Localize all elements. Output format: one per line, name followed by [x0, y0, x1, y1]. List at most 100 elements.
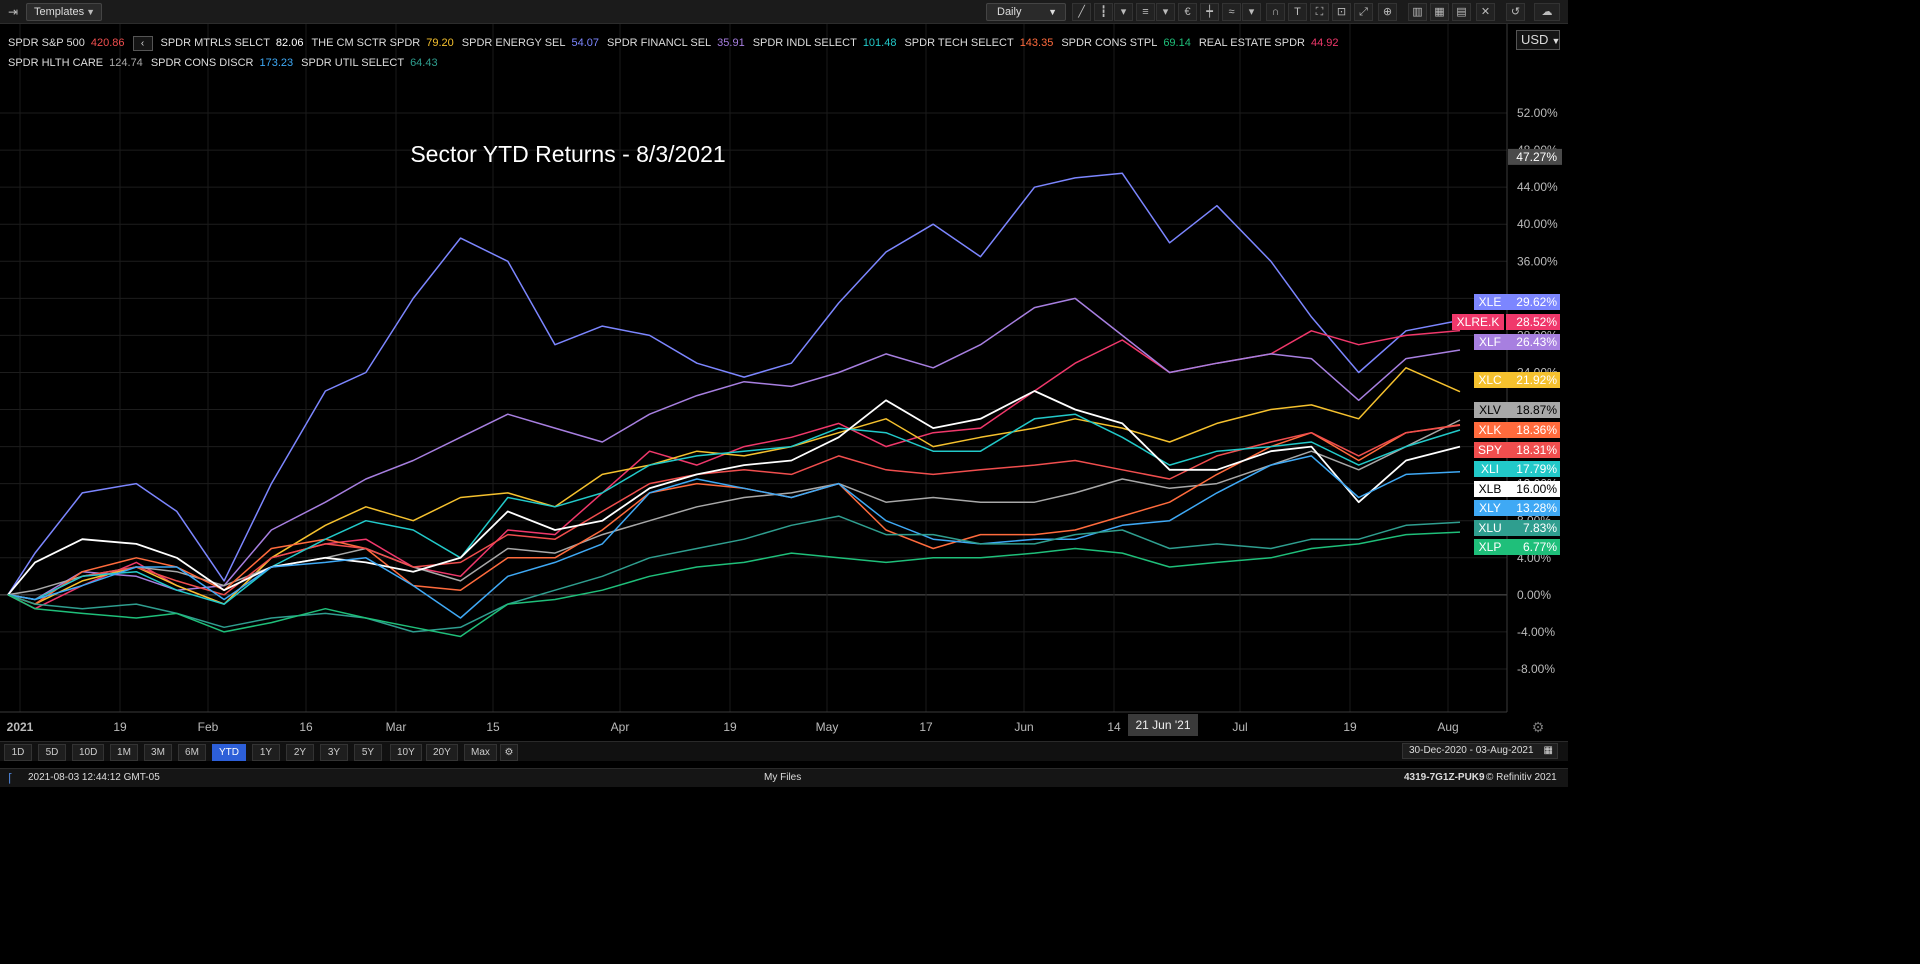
legend-item[interactable]: REAL ESTATE SPDR 44.92: [1199, 33, 1339, 53]
series-value-label: XLC 21.92%: [1474, 372, 1560, 388]
top-toolbar: ⇥ Templates ▼ Daily ▼ ╱ ┇ ▾ ≡ ▾ € ┿ ≈ ▾ …: [0, 0, 1568, 24]
x-tick-label: 19: [723, 720, 737, 734]
legend-item[interactable]: SPDR S&P 500 420.86: [8, 33, 125, 53]
series-percent: 18.36%: [1506, 422, 1560, 438]
export-icon[interactable]: ▤: [1452, 3, 1471, 21]
series-percent: 26.43%: [1506, 334, 1560, 350]
series-ticker: XLE: [1474, 294, 1506, 310]
chart-icon[interactable]: ▥: [1408, 3, 1427, 21]
legend-value: 101.48: [862, 37, 897, 49]
range-button-5y[interactable]: 5Y: [354, 744, 382, 761]
legend-item[interactable]: SPDR ENERGY SEL 54.07: [462, 33, 599, 53]
series-value-label: SPY 18.31%: [1474, 442, 1560, 458]
range-button-6m[interactable]: 6M: [178, 744, 206, 761]
series-line-xli[interactable]: [7, 413, 1461, 605]
x-tick-label: 14: [1107, 720, 1121, 734]
y-tick-label: 40.00%: [1517, 217, 1558, 231]
cloud-icon[interactable]: ☁: [1534, 3, 1560, 21]
crosshair-icon[interactable]: ┿: [1200, 3, 1219, 21]
series-percent: 18.31%: [1506, 442, 1560, 458]
chevron-down-icon: ▼: [86, 7, 95, 17]
series-value-label: XLV 18.87%: [1474, 402, 1560, 418]
legend-name: SPDR CONS STPL: [1061, 37, 1158, 49]
series-percent: 21.92%: [1506, 372, 1560, 388]
series-line-xlp[interactable]: [7, 531, 1461, 638]
y-tick-label: -4.00%: [1517, 625, 1555, 639]
line-chart-icon[interactable]: ╱: [1072, 3, 1091, 21]
legend-item[interactable]: SPDR HLTH CARE 124.74: [8, 53, 143, 73]
series-line-xlk[interactable]: [7, 423, 1461, 605]
current-value-label: 47.27%: [1516, 150, 1557, 164]
range-button-5d[interactable]: 5D: [38, 744, 66, 761]
series-line-xlf[interactable]: [7, 297, 1461, 601]
series-percent: 6.77%: [1506, 539, 1560, 555]
series-ticker: XLK: [1474, 422, 1506, 438]
chevron-down-icon[interactable]: ▾: [1156, 3, 1175, 21]
range-button-3m[interactable]: 3M: [144, 744, 172, 761]
range-button-20y[interactable]: 20Y: [426, 744, 458, 761]
range-settings-icon[interactable]: ⚙: [500, 744, 518, 761]
legend-item[interactable]: SPDR UTIL SELECT 64.43: [301, 53, 437, 73]
fit-icon[interactable]: ⛶: [1310, 3, 1329, 21]
ohlc-chart-icon[interactable]: ┇: [1094, 3, 1113, 21]
series-line-xlb[interactable]: [7, 390, 1461, 596]
date-range-picker[interactable]: 30-Dec-2020 - 03-Aug-2021 ▦: [1402, 743, 1558, 759]
legend-value: 69.14: [1163, 37, 1191, 49]
table-icon[interactable]: ▦: [1430, 3, 1449, 21]
my-files-link[interactable]: My Files: [764, 772, 802, 783]
series-ticker: XLU: [1474, 520, 1506, 536]
range-button-2y[interactable]: 2Y: [286, 744, 314, 761]
range-button-10y[interactable]: 10Y: [390, 744, 422, 761]
studies-icon[interactable]: ≡: [1136, 3, 1155, 21]
chart-canvas[interactable]: 52.00%48.00%44.00%40.00%36.00%32.00%28.0…: [0, 0, 1568, 741]
legend-collapse-button[interactable]: ‹: [132, 35, 153, 51]
legend-item[interactable]: SPDR FINANCL SEL 35.91: [607, 33, 745, 53]
legend-item[interactable]: SPDR CONS DISCR 173.23: [151, 53, 293, 73]
series-line-xlu[interactable]: [7, 515, 1461, 633]
legend-name: SPDR TECH SELECT: [904, 37, 1014, 49]
magnet-icon[interactable]: ∩: [1266, 3, 1285, 21]
legend-item[interactable]: SPDR INDL SELECT 101.48: [753, 33, 897, 53]
undo-icon[interactable]: ↺: [1506, 3, 1525, 21]
panel-toggle-icon[interactable]: ⇥: [7, 5, 19, 19]
range-button-10d[interactable]: 10D: [72, 744, 105, 761]
legend-item[interactable]: THE CM SCTR SPDR 79.20: [311, 33, 453, 53]
x-tick-label: Jul: [1232, 720, 1247, 734]
legend-item[interactable]: SPDR CONS STPL 69.14: [1061, 33, 1191, 53]
layout-icon[interactable]: ⊡: [1332, 3, 1351, 21]
legend-name: REAL ESTATE SPDR: [1198, 37, 1305, 49]
range-button-ytd[interactable]: YTD: [212, 744, 246, 761]
legend-item[interactable]: SPDR MTRLS SELCT 82.06: [161, 33, 304, 53]
series-percent: 17.79%: [1506, 461, 1560, 477]
legend-value: 79.20: [426, 37, 454, 49]
y-tick-label: 0.00%: [1517, 588, 1551, 602]
text-tool-icon[interactable]: T: [1288, 3, 1307, 21]
delete-icon[interactable]: ✕: [1476, 3, 1495, 21]
series-line-spy[interactable]: [7, 424, 1461, 601]
zoom-icon[interactable]: ⊕: [1378, 3, 1397, 21]
range-button-1d[interactable]: 1D: [4, 744, 32, 761]
series-line-xly[interactable]: [7, 455, 1461, 619]
range-button-max[interactable]: Max: [464, 744, 497, 761]
chevron-down-icon[interactable]: ▾: [1114, 3, 1133, 21]
series-value-label: XLP 6.77%: [1474, 539, 1560, 555]
legend-name: SPDR ENERGY SEL: [461, 37, 566, 49]
series-line-xle[interactable]: [7, 172, 1461, 596]
range-button-3y[interactable]: 3Y: [320, 744, 348, 761]
interval-dropdown[interactable]: Daily ▼: [986, 3, 1066, 21]
templates-dropdown[interactable]: Templates ▼: [26, 3, 102, 21]
legend-item[interactable]: SPDR TECH SELECT 143.35: [904, 33, 1053, 53]
y-tick-label: 44.00%: [1517, 180, 1558, 194]
crosshair-date-label: 21 Jun '21: [1135, 718, 1190, 732]
legend-value: 173.23: [259, 57, 294, 69]
series-value-label: XLU 7.83%: [1474, 520, 1560, 536]
currency-icon[interactable]: €: [1178, 3, 1197, 21]
gear-icon[interactable]: ⚙: [1532, 719, 1545, 735]
range-button-1y[interactable]: 1Y: [252, 744, 280, 761]
chevron-down-icon[interactable]: ▾: [1242, 3, 1261, 21]
drawing-icon[interactable]: ≈: [1222, 3, 1241, 21]
expand-icon[interactable]: ⤢: [1354, 3, 1373, 21]
range-button-1m[interactable]: 1M: [110, 744, 138, 761]
currency-dropdown[interactable]: USD ▼: [1516, 30, 1560, 50]
y-axis: 52.00%48.00%44.00%40.00%36.00%32.00%28.0…: [0, 24, 1562, 713]
